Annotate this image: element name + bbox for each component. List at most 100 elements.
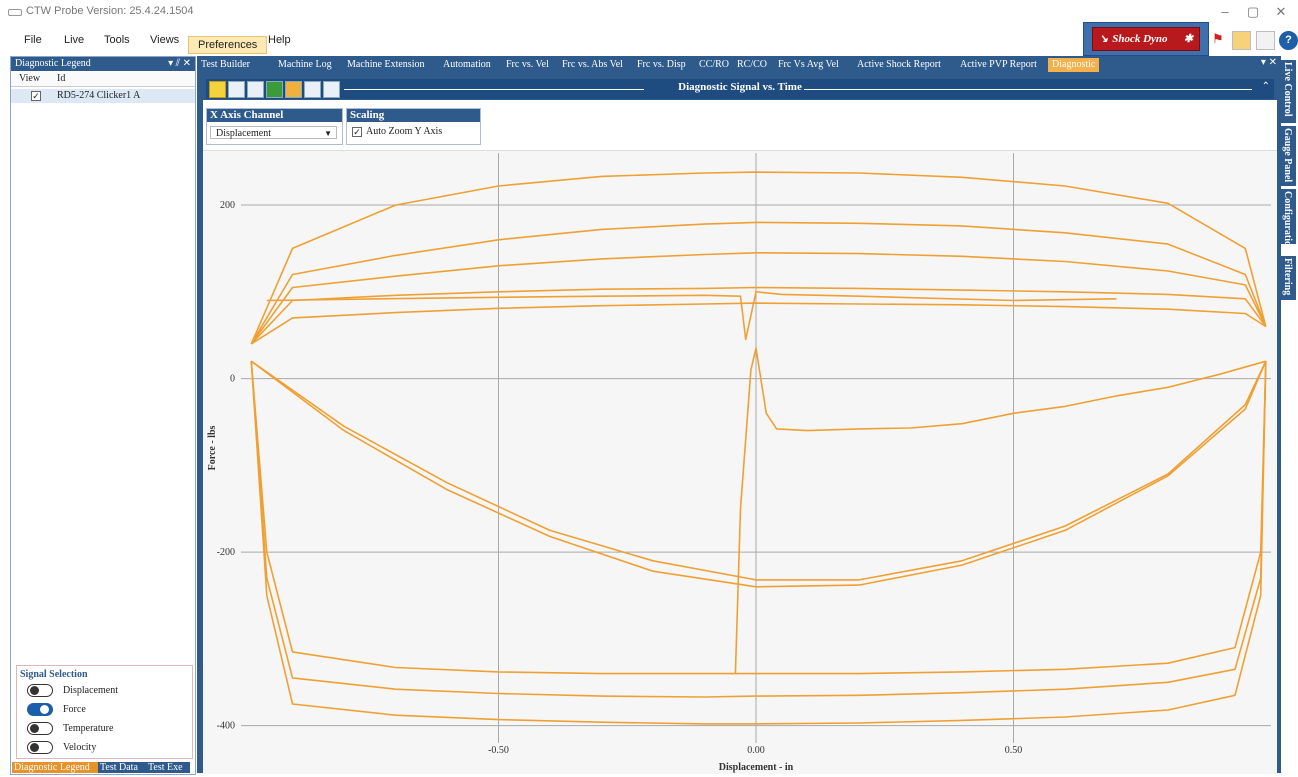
- toggle-velocity[interactable]: [27, 741, 53, 754]
- legend-header: View Id: [11, 72, 195, 87]
- fill-icon[interactable]: [266, 81, 283, 98]
- right-dock-tabs: Live Control Gauge Panel Configuration F…: [1281, 56, 1298, 773]
- signal-label: Force: [63, 704, 86, 715]
- tab-frc-vs-vel[interactable]: Frc vs. Vel: [506, 59, 549, 70]
- signal-selection: Signal Selection Displacement Force Temp…: [16, 665, 193, 759]
- menu-tools[interactable]: Tools: [104, 34, 130, 46]
- shock-dyno-label: Shock Dyno: [1112, 33, 1168, 45]
- y-tick-label: 200: [220, 200, 235, 211]
- col-id: Id: [57, 73, 66, 84]
- x-axis-label: Displacement - in: [719, 762, 794, 773]
- view-checkbox[interactable]: ✓: [31, 91, 41, 101]
- signal-label: Temperature: [63, 723, 114, 734]
- y-tick-label: -200: [217, 547, 235, 558]
- toggle-force[interactable]: [27, 703, 53, 716]
- toggle-temperature[interactable]: [27, 722, 53, 735]
- tab-machine-extension[interactable]: Machine Extension: [347, 59, 425, 70]
- tab-configuration[interactable]: Configuration: [1281, 189, 1296, 252]
- left-bottom-tabs: Diagnostic Legend Test Data Test Exe: [10, 762, 194, 773]
- chart-panel-title: Diagnostic Signal vs. Time: [678, 81, 802, 93]
- tab-cc-ro[interactable]: CC/RO: [699, 59, 730, 70]
- window-icon[interactable]: [1256, 31, 1275, 50]
- force-trace: [250, 286, 1267, 345]
- force-trace: [250, 361, 1267, 698]
- zoom-tool-icon[interactable]: [209, 81, 226, 98]
- tab-frc-vs-abs-vel[interactable]: Frc vs. Abs Vel: [562, 59, 623, 70]
- pan-tool-icon[interactable]: [228, 81, 245, 98]
- auto-zoom-checkbox[interactable]: ✓: [352, 127, 362, 137]
- toggle-displacement[interactable]: [27, 684, 53, 697]
- collapse-icon[interactable]: ⌃: [1261, 81, 1270, 92]
- shock-dyno-button[interactable]: ↘ Shock Dyno ✱: [1092, 27, 1200, 51]
- tab-automation[interactable]: Automation: [443, 59, 491, 70]
- title-rule-right: [804, 89, 1252, 90]
- document-tabs: Test Builder Machine Log Machine Extensi…: [197, 56, 1281, 72]
- pane-title: Diagnostic Legend: [15, 58, 91, 69]
- tab-filtering-label: Filtering: [1282, 258, 1293, 296]
- chart-svg[interactable]: -0.50 0.00 0.50 200 0 -200 -400 Displacement - …: [203, 151, 1277, 774]
- force-trace: [250, 361, 1267, 725]
- app-icon: [8, 9, 22, 16]
- tab-active-shock-report[interactable]: Active Shock Report: [857, 59, 941, 70]
- tab-active-pvp-report[interactable]: Active PVP Report: [960, 59, 1037, 70]
- menu-preferences[interactable]: Preferences: [188, 36, 268, 54]
- legend-row[interactable]: ✓ RD5-274 Clicker1 A: [11, 89, 195, 103]
- x-axis-channel-title: X Axis Channel: [207, 109, 342, 122]
- menu-live[interactable]: Live: [64, 34, 85, 46]
- chart-view-icon[interactable]: [247, 81, 264, 98]
- force-trace: [734, 347, 1267, 674]
- tab-rc-co[interactable]: RC/CO: [737, 59, 768, 70]
- minimize-button[interactable]: –: [1221, 4, 1229, 19]
- tab-frc-vs-disp[interactable]: Frc vs. Disp: [637, 59, 686, 70]
- menu-views[interactable]: Views: [150, 34, 180, 46]
- scaling-group: Scaling ✓ Auto Zoom Y Axis: [346, 108, 481, 145]
- tab-diagnostic[interactable]: Diagnostic: [1048, 58, 1100, 72]
- tab-live-control[interactable]: Live Control: [1281, 60, 1296, 123]
- tab-controls[interactable]: ▾ ✕: [1260, 57, 1277, 68]
- y-tick-label: -400: [217, 721, 235, 732]
- col-view: View: [19, 73, 41, 84]
- restore-button[interactable]: ▢: [1246, 4, 1260, 19]
- chart-icon[interactable]: [1232, 31, 1251, 50]
- tab-gauge-panel[interactable]: Gauge Panel: [1281, 126, 1296, 186]
- reset-zoom-icon[interactable]: [323, 81, 340, 98]
- shock-dyno-panel: ↘ Shock Dyno ✱: [1083, 22, 1209, 56]
- tab-test-data[interactable]: Test Data: [98, 762, 148, 773]
- x-axis-channel-group: X Axis Channel Displacement ▼: [206, 108, 343, 145]
- tab-test-builder[interactable]: Test Builder: [201, 59, 251, 70]
- x-tick-label: 0.00: [747, 745, 765, 756]
- tab-test-exe[interactable]: Test Exe: [146, 762, 190, 773]
- signal-label: Velocity: [63, 742, 97, 753]
- marker-icon[interactable]: [285, 81, 302, 98]
- force-trace: [250, 360, 1267, 588]
- diagnostic-legend-pane: Diagnostic Legend ▾ ⫽ ✕ View Id ✓ RD5-27…: [10, 56, 196, 775]
- close-icon[interactable]: ✱: [1183, 33, 1193, 45]
- force-trace: [250, 221, 1267, 345]
- auto-zoom-label: Auto Zoom Y Axis: [366, 126, 443, 137]
- menu-help[interactable]: Help: [268, 34, 291, 46]
- force-trace: [250, 361, 1267, 675]
- close-button[interactable]: ✕: [1275, 4, 1287, 19]
- help-icon[interactable]: ?: [1279, 31, 1298, 50]
- menu-file[interactable]: File: [24, 34, 42, 46]
- x-axis-channel-select[interactable]: Displacement ▼: [210, 126, 337, 139]
- tab-diagnostic-legend[interactable]: Diagnostic Legend: [12, 762, 100, 773]
- tab-filtering[interactable]: Filtering: [1281, 256, 1296, 300]
- fit-width-icon[interactable]: [304, 81, 321, 98]
- diagnostic-toolbar: Diagnostic Signal vs. Time ⌃: [206, 79, 1274, 99]
- pane-controls[interactable]: ▾ ⫽ ✕: [168, 58, 191, 69]
- flag-icon[interactable]: ⚑: [1212, 31, 1224, 46]
- window-title: CTW Probe Version: 25.4.24.1504: [26, 5, 194, 17]
- legend-id: RD5-274 Clicker1 A: [57, 90, 141, 101]
- dyno-arrow-icon: ↘: [1099, 33, 1109, 45]
- tab-frc-vs-avg-vel[interactable]: Frc Vs Avg Vel: [778, 59, 839, 70]
- y-axis-label: Force - lbs: [207, 425, 218, 470]
- chart-controls: X Axis Channel Displacement ▼ Scaling ✓ …: [203, 100, 1277, 150]
- force-trace: [250, 302, 1267, 345]
- x-tick-label: 0.50: [1005, 745, 1023, 756]
- diagnostic-chart[interactable]: -0.50 0.00 0.50 200 0 -200 -400 Displacement - …: [203, 150, 1277, 774]
- tab-live-control-label: Live Control: [1282, 62, 1293, 117]
- menu-bar: File Live Tools Views Preferences Help: [0, 30, 1080, 54]
- force-trace: [250, 360, 1267, 581]
- tab-machine-log[interactable]: Machine Log: [278, 59, 332, 70]
